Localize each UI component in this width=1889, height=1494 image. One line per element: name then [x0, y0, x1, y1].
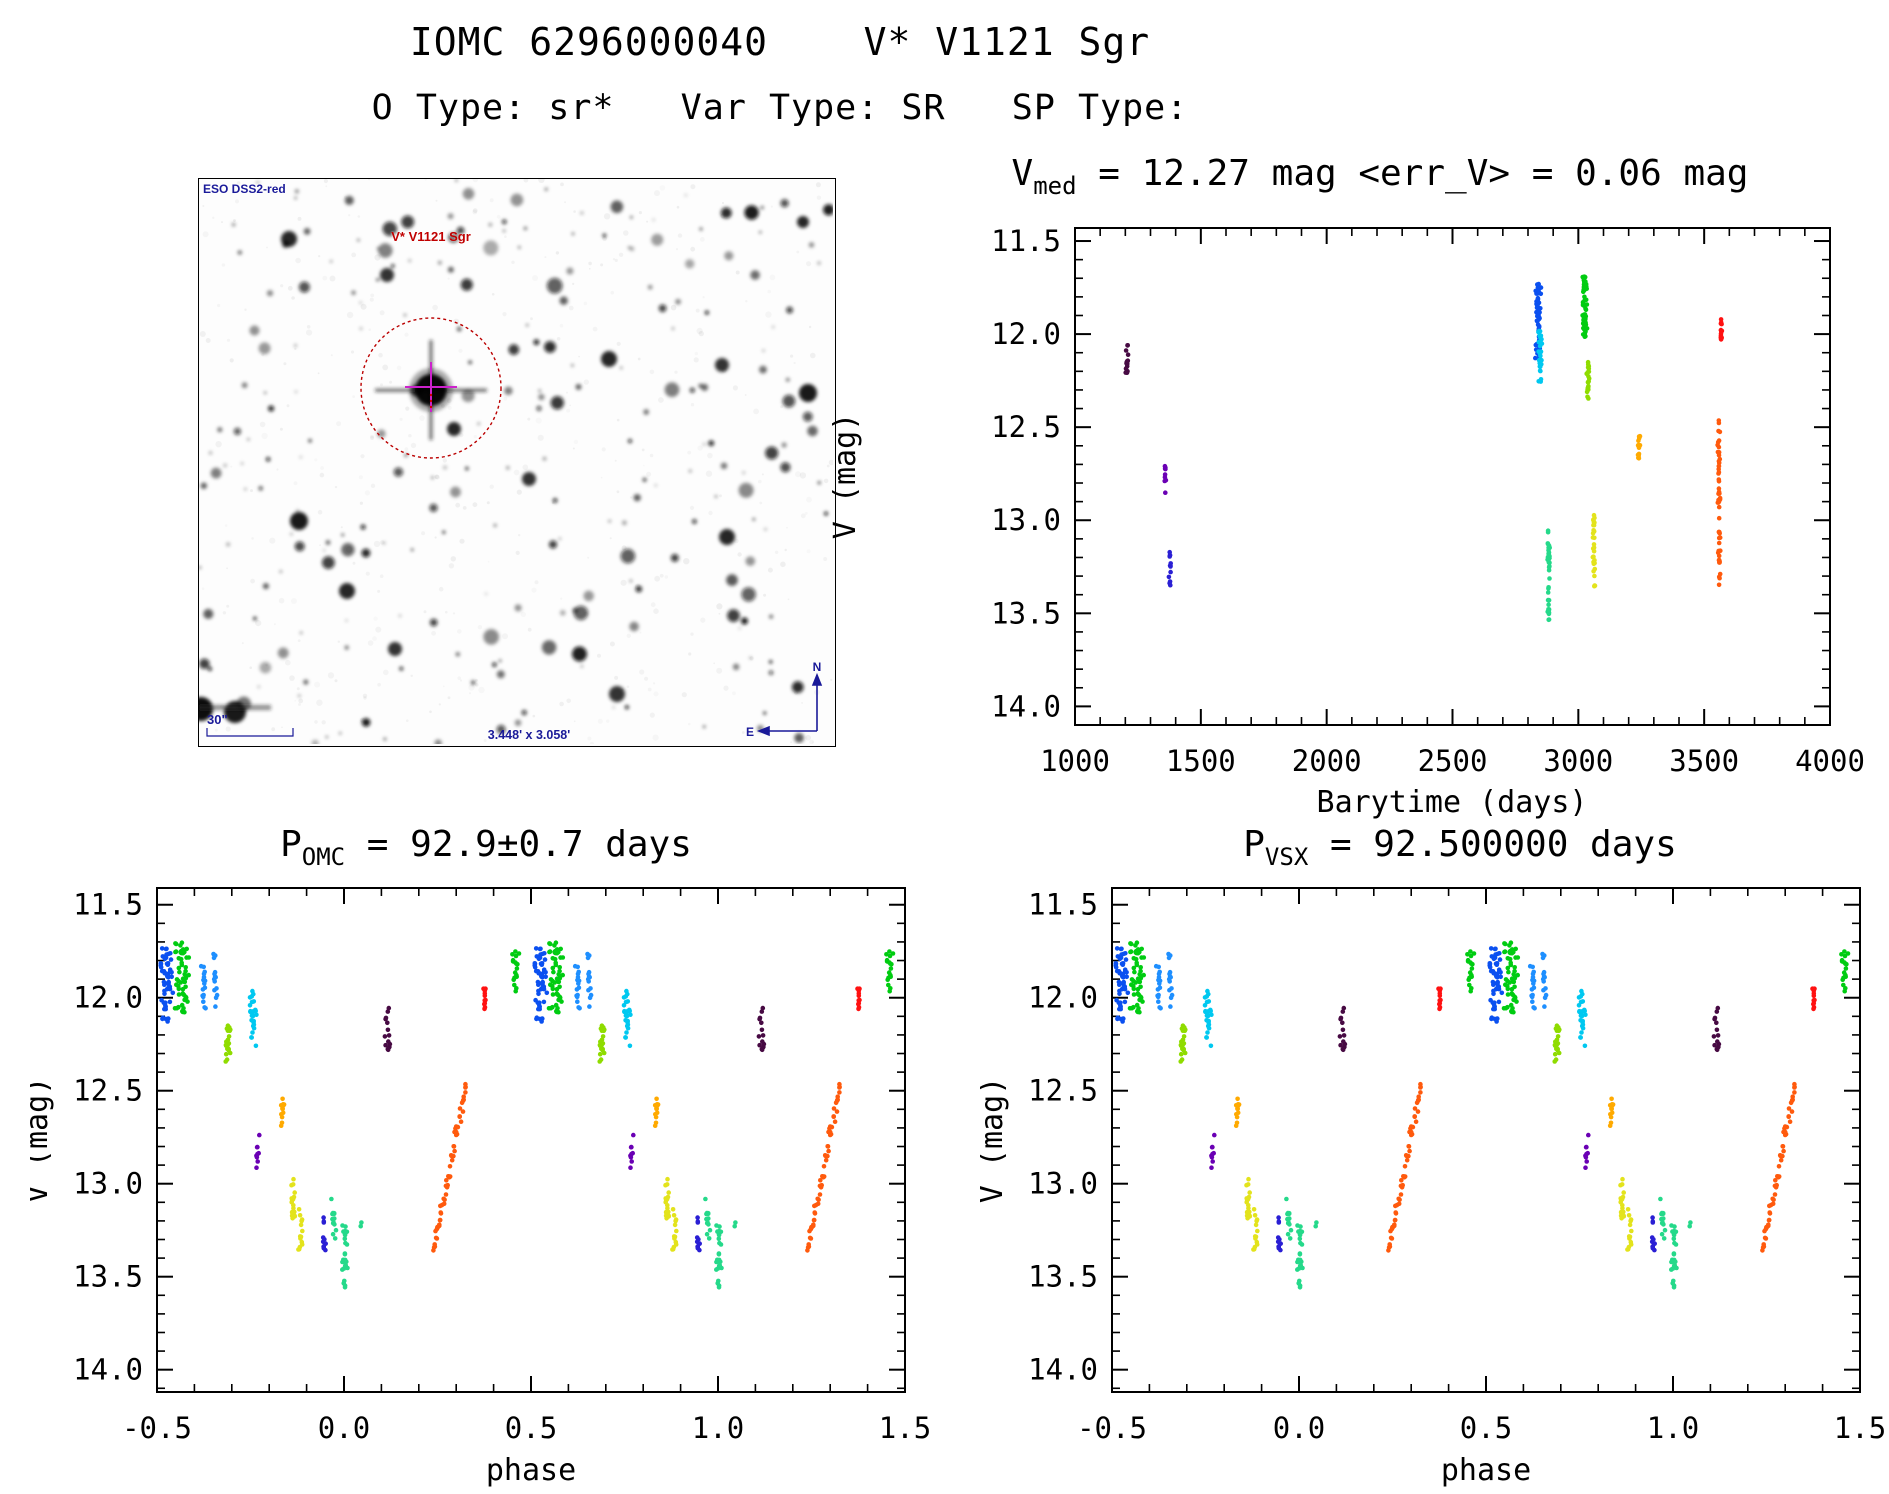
x-tick-label: 1.0 [692, 1411, 744, 1445]
y-axis-label: V (mag) [980, 1077, 1010, 1203]
y-tick-label: 14.0 [1028, 1353, 1098, 1387]
target-star-label: V* V1121 Sgr [391, 229, 471, 244]
time-series-chart: 1000 1500 2000 2500 3000 3500 4000 11.5 12.0 12.5… [828, 153, 1865, 820]
x-tick-label: 0.0 [318, 1411, 370, 1445]
y-tick-label: 14.0 [73, 1353, 143, 1387]
x-tick-label: 0.5 [1460, 1411, 1512, 1445]
compass-icon [756, 672, 823, 737]
y-tick-label: 14.0 [991, 689, 1061, 723]
y-tick-label: 13.0 [991, 503, 1061, 537]
y-tick-label: 13.5 [73, 1260, 143, 1294]
y-tick-label: 12.5 [991, 410, 1061, 444]
y-tick-label: 13.5 [991, 596, 1061, 630]
x-tick-label: 1.5 [1834, 1411, 1886, 1445]
y-tick-label: 13.0 [73, 1167, 143, 1201]
finder-overlay: N E 30" 3.448' x 3.058' [206, 317, 823, 742]
chart-axes: -0.5 0.0 0.5 1.0 1.5 11.5 12.0 12.5 13.0 13.5 14.0 [1028, 887, 1886, 1445]
y-tick-label: 11.5 [991, 224, 1061, 258]
y-tick-label: 12.0 [1028, 981, 1098, 1015]
finder-chart: N E 30" 3.448' x 3.058' ESO DSS2-red V* … [198, 178, 836, 747]
x-tick-label: 2000 [1292, 744, 1362, 778]
x-axis-label: Barytime (days) [1317, 785, 1588, 820]
data-points [1123, 274, 1725, 623]
x-tick-label: -0.5 [1077, 1411, 1147, 1445]
y-tick-label: 11.5 [73, 888, 143, 922]
data-points [1113, 940, 1851, 1290]
chart-axes: -0.5 0.0 0.5 1.0 1.5 11.5 12.0 12.5 13.0 13.5 14.0 [73, 887, 931, 1445]
scale-bar-label: 30" [207, 712, 228, 727]
crosshair-icon [405, 362, 457, 412]
x-axis-label: phase [1441, 1453, 1531, 1488]
y-tick-label: 12.0 [73, 981, 143, 1015]
x-tick-label: 0.0 [1273, 1411, 1325, 1445]
chart-title: POMC = 92.9±0.7 days [280, 824, 692, 871]
x-axis-label: phase [486, 1453, 576, 1488]
y-tick-label: 11.5 [1028, 888, 1098, 922]
x-tick-label: 1000 [1040, 744, 1110, 778]
y-tick-label: 13.5 [1028, 1260, 1098, 1294]
compass-north-label: N [813, 660, 822, 674]
y-tick-label: 12.0 [991, 317, 1061, 351]
x-tick-label: 3000 [1543, 744, 1613, 778]
target-marker-circle [360, 317, 502, 459]
x-tick-label: 3500 [1669, 744, 1739, 778]
y-tick-label: 12.5 [1028, 1074, 1098, 1108]
data-points [158, 940, 896, 1290]
chart-title: Vmed = 12.27 mag <err_V> = 0.06 mag [1012, 153, 1749, 200]
page-title: IOMC 6296000040 V* V1121 Sgr [409, 20, 1151, 64]
x-tick-label: -0.5 [122, 1411, 192, 1445]
target-center-dots [429, 393, 433, 409]
page-subtitle: O Type: sr* Var Type: SR SP Type: [371, 88, 1189, 128]
chart-axes: 1000 1500 2000 2500 3000 3500 4000 11.5 12.0 12.5… [991, 224, 1865, 778]
y-axis-label: V (mag) [828, 413, 863, 539]
x-tick-label: 1500 [1166, 744, 1236, 778]
fov-label: 3.448' x 3.058' [488, 728, 570, 742]
star-field-image [199, 179, 833, 744]
chart-title: PVSX = 92.500000 days [1243, 824, 1677, 871]
scale-bar [206, 728, 294, 737]
survey-label: ESO DSS2-red [203, 182, 286, 196]
x-tick-label: 4000 [1795, 744, 1865, 778]
y-tick-label: 12.5 [73, 1074, 143, 1108]
x-tick-label: 2500 [1418, 744, 1488, 778]
phase-chart-vsx: -0.5 0.0 0.5 1.0 1.5 11.5 12.0 12.5 13.0 13.5 14.0… [980, 824, 1886, 1488]
x-tick-label: 1.0 [1647, 1411, 1699, 1445]
x-tick-label: 1.5 [879, 1411, 931, 1445]
phase-chart-omc: -0.5 0.0 0.5 1.0 1.5 11.5 12.0 12.5 13.0 13.5 14.0… [30, 824, 931, 1488]
y-tick-label: 13.0 [1028, 1167, 1098, 1201]
compass-east-label: E [746, 725, 754, 739]
x-tick-label: 0.5 [505, 1411, 557, 1445]
y-axis-label: V (mag) [30, 1077, 55, 1203]
